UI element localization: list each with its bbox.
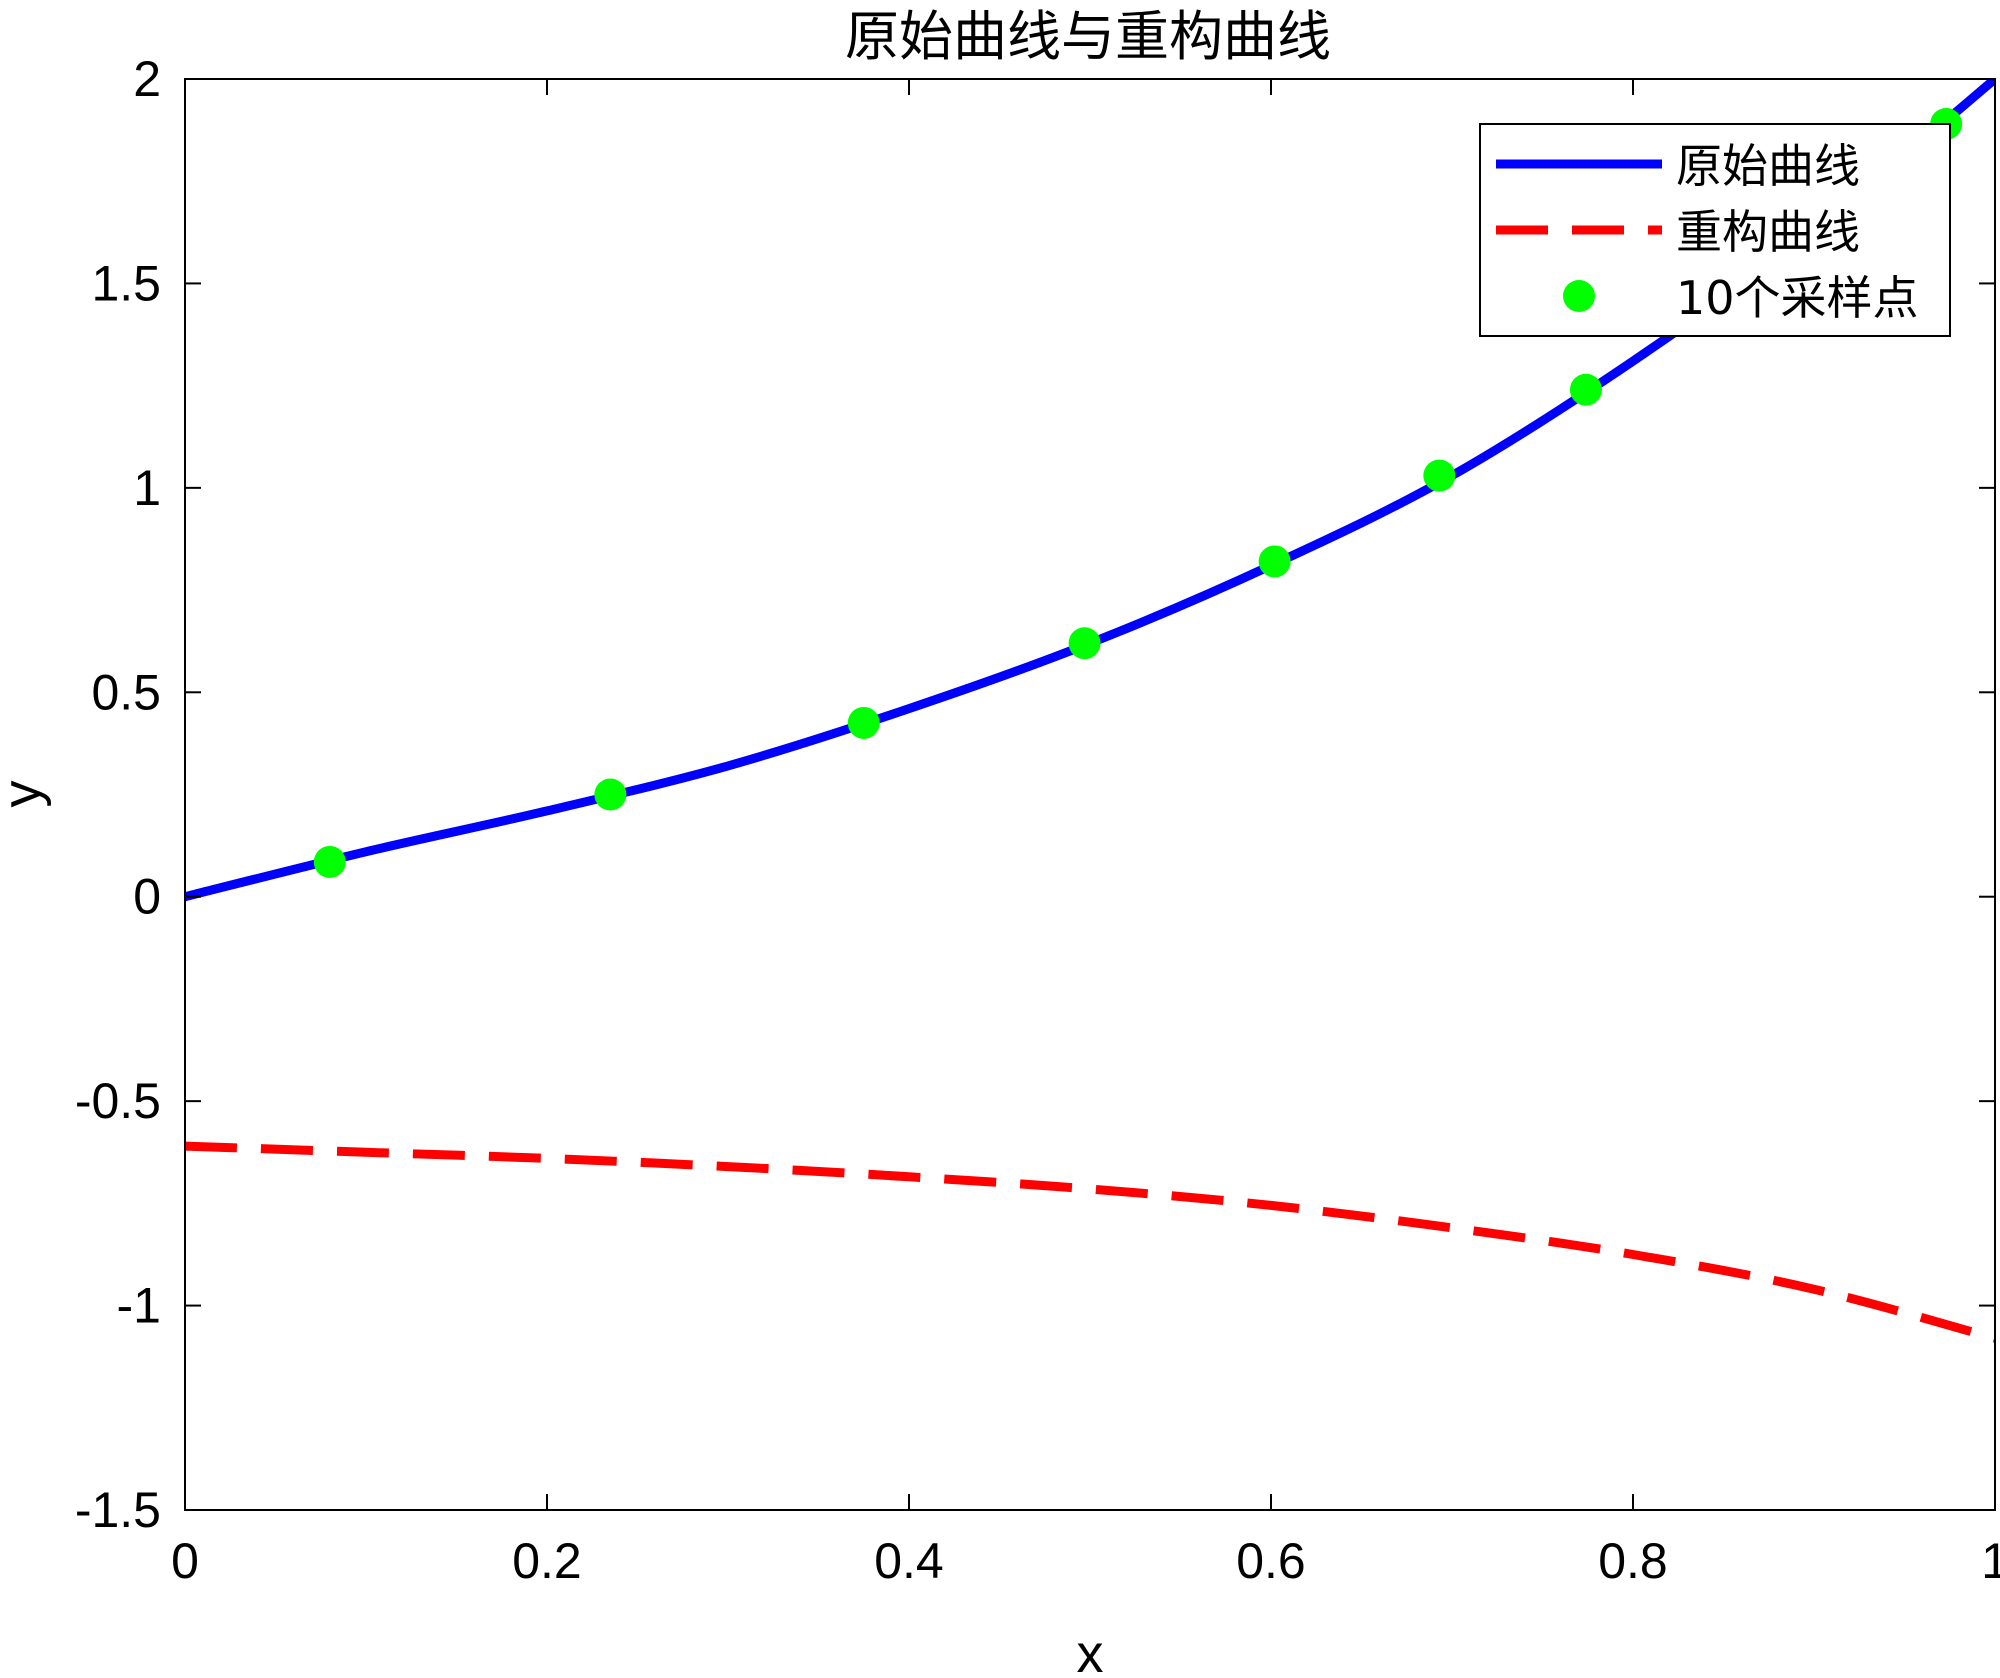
y-tick-label: -1.5 — [75, 1482, 161, 1538]
sample-point — [594, 778, 627, 811]
chart-title: 原始曲线与重构曲线 — [845, 5, 1331, 68]
sample-point — [1423, 459, 1456, 492]
y-tick-label: 0.5 — [91, 664, 161, 720]
x-tick-label: 0 — [171, 1533, 199, 1589]
sample-point — [847, 706, 880, 739]
legend-label-sample-points: 10个采样点 — [1676, 271, 1919, 325]
y-tick-label: -1 — [117, 1278, 161, 1334]
x-axis-label: x — [1077, 1624, 1104, 1678]
y-tick-label: 0 — [133, 869, 161, 925]
x-tick-label: 0.6 — [1236, 1533, 1306, 1589]
x-tick-label: 0.4 — [874, 1533, 944, 1589]
y-axis-label: y — [0, 781, 52, 808]
y-tick-label: 1 — [133, 460, 161, 516]
y-tick-label: 2 — [133, 51, 161, 107]
sample-point — [313, 845, 346, 878]
x-tick-label: 0.2 — [512, 1533, 582, 1589]
legend-box — [1479, 123, 1951, 337]
legend-label-original-curve: 原始曲线 — [1676, 139, 1860, 193]
sample-point — [1569, 373, 1602, 406]
series-reconstructed-curve — [185, 1141, 1995, 1343]
y-tick-label: -0.5 — [75, 1073, 161, 1129]
legend-label-reconstructed-curve: 重构曲线 — [1676, 205, 1860, 259]
legend-swatch-sample-points — [1563, 280, 1595, 312]
sample-point — [1258, 545, 1291, 578]
x-tick-label: 1 — [1981, 1533, 2000, 1589]
y-tick-label: 1.5 — [91, 255, 161, 311]
legend: 原始曲线 重构曲线 10个采样点 — [1479, 123, 1951, 337]
x-tick-label: 0.8 — [1598, 1533, 1668, 1589]
plot-area: 0 0.2 0.4 0.6 0.8 1 -1.5 -1 -0.5 0 0.5 1 1.5 2 — [75, 51, 2000, 1589]
sample-point — [1068, 627, 1101, 660]
axes-frame — [184, 78, 1996, 1511]
